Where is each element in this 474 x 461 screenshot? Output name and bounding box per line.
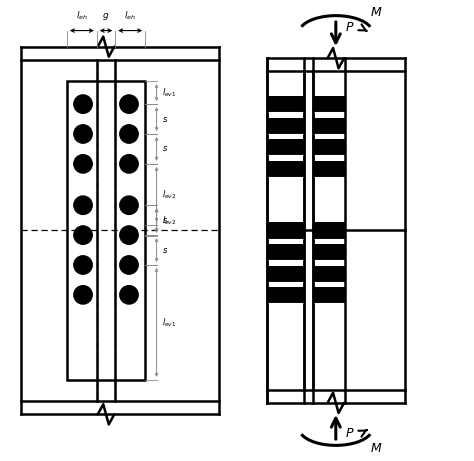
Bar: [267, 244, 304, 260]
Text: $l_{eh}$: $l_{eh}$: [124, 10, 136, 22]
Text: $l_{ev2}$: $l_{ev2}$: [162, 188, 177, 201]
Bar: [267, 223, 304, 238]
Text: $M$: $M$: [370, 6, 383, 19]
Bar: [313, 161, 345, 177]
Text: $s$: $s$: [162, 144, 168, 154]
Text: $s$: $s$: [162, 114, 168, 124]
Bar: [267, 266, 304, 282]
Bar: [267, 287, 304, 303]
Circle shape: [74, 286, 92, 304]
Circle shape: [74, 196, 92, 214]
Circle shape: [120, 95, 138, 113]
Circle shape: [120, 196, 138, 214]
Bar: [267, 161, 304, 177]
Bar: [313, 118, 345, 134]
Circle shape: [120, 226, 138, 244]
Bar: [313, 96, 345, 112]
Bar: [313, 287, 345, 303]
Circle shape: [74, 125, 92, 143]
Circle shape: [120, 154, 138, 173]
Circle shape: [120, 125, 138, 143]
Text: $g$: $g$: [102, 12, 109, 22]
Bar: [267, 96, 304, 112]
Text: $P$: $P$: [345, 21, 355, 35]
Text: $M$: $M$: [370, 442, 383, 455]
Bar: [313, 223, 345, 238]
Text: $s$: $s$: [162, 216, 168, 225]
Circle shape: [74, 95, 92, 113]
Text: $l_{eh}$: $l_{eh}$: [76, 10, 88, 22]
Bar: [313, 266, 345, 282]
Text: $l_{ev1}$: $l_{ev1}$: [162, 316, 177, 329]
Circle shape: [74, 226, 92, 244]
Text: $l_{ev1}$: $l_{ev1}$: [162, 86, 177, 99]
Text: $l_{ev2}$: $l_{ev2}$: [162, 214, 177, 227]
Text: $P$: $P$: [345, 426, 355, 440]
Bar: [267, 139, 304, 155]
Bar: [67, 81, 145, 380]
Bar: [267, 118, 304, 134]
Circle shape: [120, 286, 138, 304]
Bar: [313, 244, 345, 260]
Text: $s$: $s$: [162, 246, 168, 254]
Circle shape: [74, 256, 92, 274]
Circle shape: [120, 256, 138, 274]
Bar: [313, 139, 345, 155]
Circle shape: [74, 154, 92, 173]
